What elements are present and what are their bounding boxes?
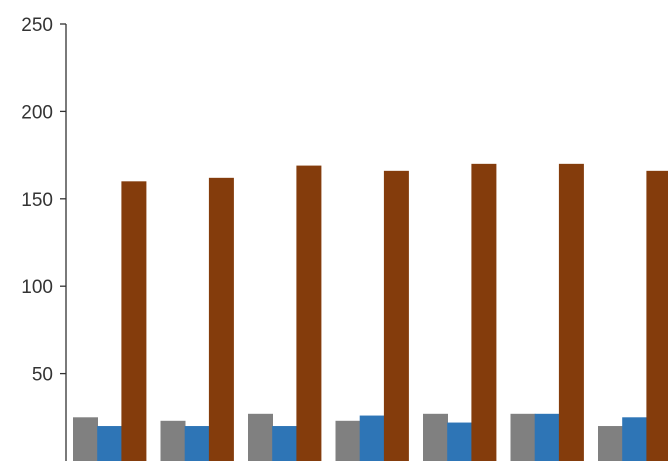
- bar-series-3-category-6: [558, 163, 584, 461]
- y-tick-label: 50: [32, 365, 53, 386]
- y-tick-label: 200: [21, 102, 53, 123]
- bars: [73, 163, 668, 461]
- bar-series-3-category-3: [296, 165, 322, 461]
- bar-series-1-category-6: [510, 413, 536, 461]
- bar-series-3-category-2: [208, 177, 234, 461]
- bar-series-1-category-1: [73, 417, 98, 461]
- bar-series-2-category-1: [97, 426, 123, 461]
- y-axis: 50 100 150 200 250: [21, 15, 67, 461]
- bar-series-1-category-7: [598, 426, 623, 461]
- bar-series-1-category-3: [248, 413, 273, 461]
- bar-series-3-category-7: [646, 170, 668, 461]
- bar-series-2-category-2: [184, 426, 210, 461]
- bar-series-1-category-4: [335, 420, 361, 461]
- y-tick-label: 250: [21, 15, 53, 36]
- bar-series-1-category-2: [160, 420, 186, 461]
- bar-series-2-category-4: [359, 415, 385, 461]
- y-tick-label: 100: [21, 277, 53, 298]
- bar-series-2-category-7: [622, 417, 648, 461]
- bar-series-2-category-3: [272, 426, 298, 461]
- bar-series-2-category-6: [534, 413, 560, 461]
- bar-series-3-category-4: [383, 170, 409, 461]
- y-tick-label: 150: [21, 190, 53, 211]
- bar-series-3-category-5: [471, 163, 497, 461]
- bar-series-3-category-1: [121, 181, 147, 461]
- bar-series-1-category-5: [423, 413, 448, 461]
- bar-series-2-category-5: [447, 422, 473, 461]
